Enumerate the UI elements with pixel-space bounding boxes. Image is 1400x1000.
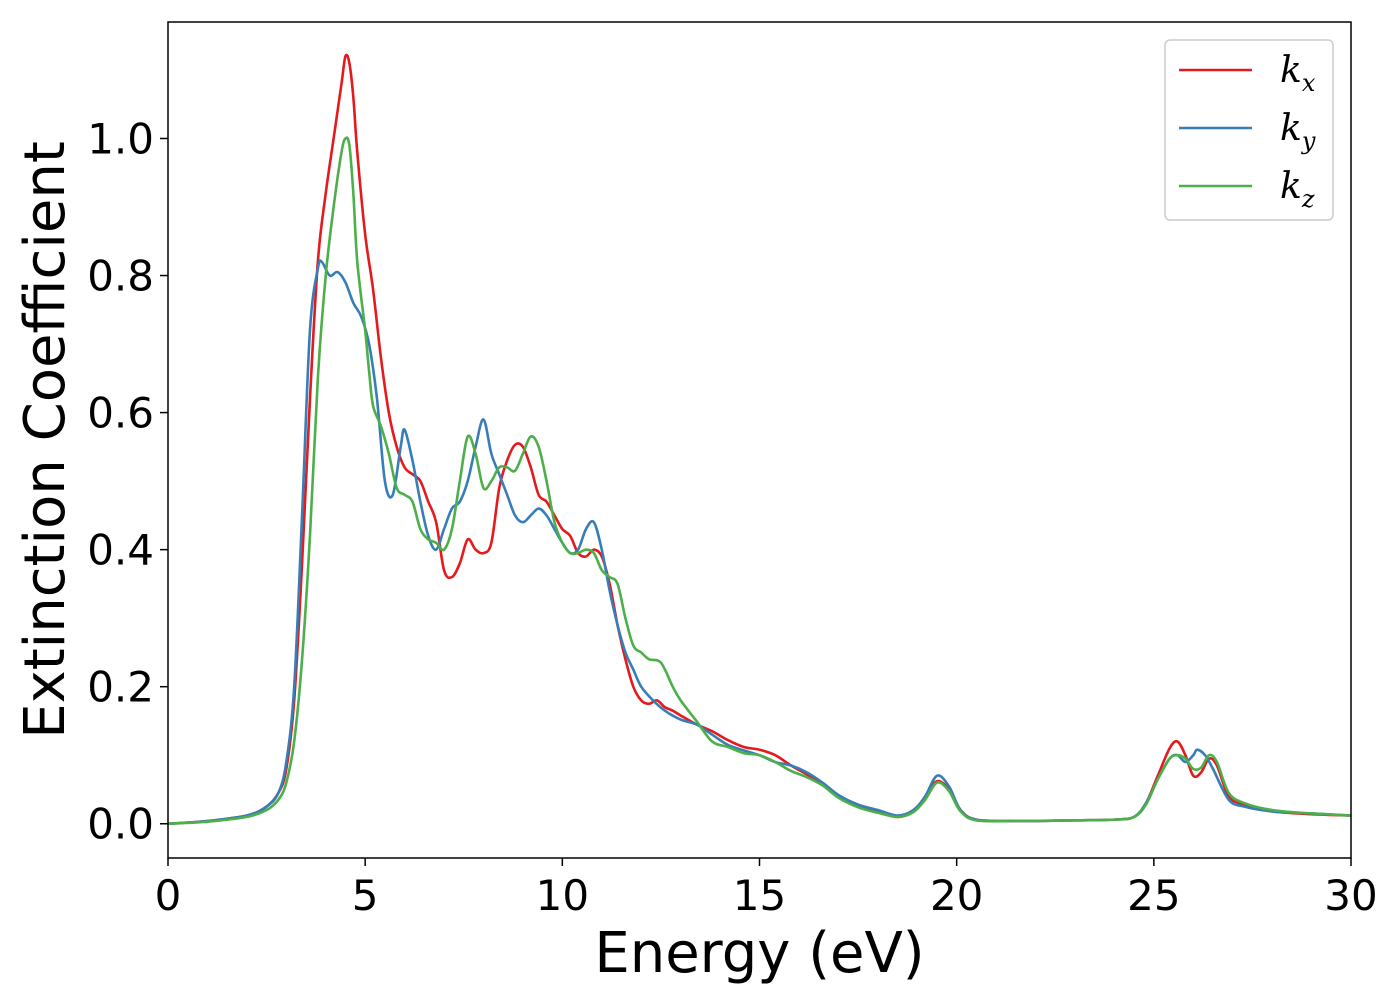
x-axis-ticks: 0 5 10 15 20 25 30 (155, 858, 1378, 920)
legend-label: ky (1280, 108, 1316, 155)
x-tick-label: 20 (930, 871, 983, 920)
x-tick-label: 0 (155, 871, 182, 920)
y-axis-ticks: 0.0 0.2 0.4 0.6 0.8 1.0 (87, 114, 168, 849)
y-tick-label: 0.8 (87, 252, 154, 301)
series-layer (168, 53, 1351, 826)
x-tick-label: 10 (536, 871, 589, 920)
y-tick-label: 0.6 (87, 389, 154, 438)
y-tick-label: 0.4 (87, 526, 154, 575)
y-tick-label: 1.0 (87, 114, 154, 163)
y-axis-label: Extinction Coefficient (13, 141, 78, 739)
series-line-k-z (168, 136, 1351, 826)
x-tick-label: 30 (1324, 871, 1377, 920)
legend: kx ky kz (1164, 39, 1334, 221)
y-tick-label: 0.0 (87, 800, 154, 849)
x-tick-label: 15 (733, 871, 786, 920)
y-tick-label: 0.2 (87, 663, 154, 712)
legend-box (1164, 39, 1334, 221)
x-tick-label: 5 (352, 871, 379, 920)
legend-label: kz (1280, 166, 1315, 213)
x-tick-label: 25 (1127, 871, 1180, 920)
series-line-k-y (168, 259, 1351, 826)
legend-label: kx (1280, 50, 1316, 97)
x-axis-label: Energy (eV) (594, 921, 924, 986)
